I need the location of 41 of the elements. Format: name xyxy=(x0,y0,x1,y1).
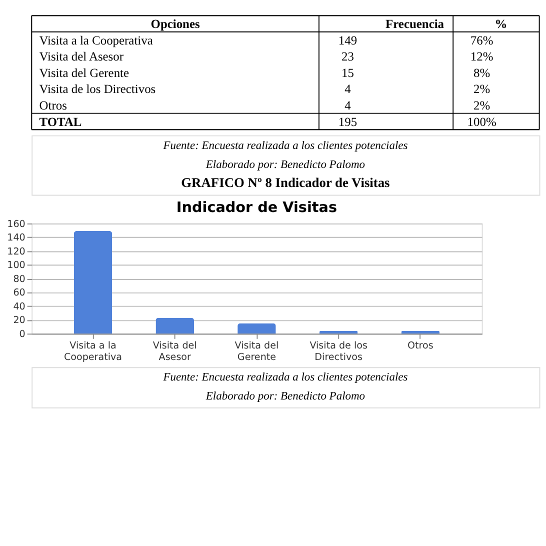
text: 149 xyxy=(338,33,358,48)
text: Elaborado por: Benedicto Palomo xyxy=(204,390,366,403)
y-tick-label: 20 xyxy=(13,315,26,326)
x-tick-label: Visita del Gerente xyxy=(234,340,279,363)
y-tick-label: 100 xyxy=(7,260,26,272)
y-tick-label: 60 xyxy=(13,288,26,299)
y-tick-label: 160 xyxy=(7,218,26,230)
text: 4 xyxy=(344,98,352,112)
text: 4 xyxy=(344,82,352,96)
x-tick-label: Visita del Asesor xyxy=(152,340,197,363)
text: 15 xyxy=(341,66,354,80)
y-tick-label: 80 xyxy=(13,274,26,285)
text: TOTAL xyxy=(39,114,82,129)
text: GRAFICO Nº 8 Indicador de Visitas xyxy=(181,175,390,190)
category-label: Otros xyxy=(39,98,67,112)
text: 195 xyxy=(338,114,358,129)
text: 100% xyxy=(467,114,496,129)
y-tick-label: 120 xyxy=(7,246,26,258)
text: Opciones xyxy=(150,17,200,32)
x-tick-label: Otros xyxy=(408,340,434,352)
text: 2% xyxy=(474,82,490,96)
source-note: Fuente: Encuesta realizada a los clientes potenciales xyxy=(162,372,408,384)
category-label: Visita del Asesor xyxy=(39,50,124,64)
text: 8% xyxy=(474,66,490,80)
x-tick-label: Visita de los Directivos xyxy=(310,340,368,363)
y-tick-label: 40 xyxy=(13,301,26,312)
text: 12% xyxy=(470,50,494,64)
text: 23 xyxy=(341,50,354,64)
y-tick-label: 0 xyxy=(19,328,26,340)
category-label: Visita a la Cooperativa xyxy=(39,33,153,48)
y-tick-label: 140 xyxy=(7,232,26,244)
category-label: Visita de los Directivos xyxy=(39,82,156,96)
x-tick-label: Visita a la Cooperativa xyxy=(64,340,122,363)
text: 2% xyxy=(474,98,490,112)
text: 76% xyxy=(470,33,494,48)
text: Elaborado por: Benedicto Palomo xyxy=(204,158,366,171)
text: % xyxy=(494,17,508,32)
chart-title: Indicador de Visitas xyxy=(176,200,337,216)
text: Frecuencia xyxy=(386,17,445,32)
source-note: Fuente: Encuesta realizada a los clientes potenciales xyxy=(162,140,408,152)
category-label: Visita del Gerente xyxy=(39,66,130,80)
